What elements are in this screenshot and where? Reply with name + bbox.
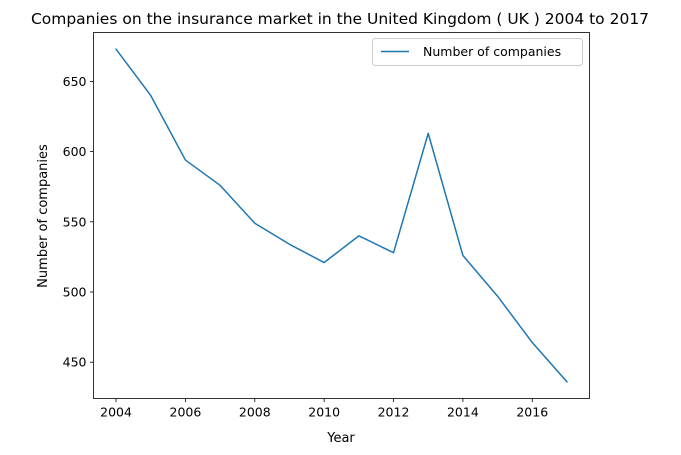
x-tick-label: 2016 [516, 405, 548, 420]
x-axis-label: Year [326, 431, 355, 446]
chart-title: Companies on the insurance market in the… [31, 10, 649, 28]
x-tick-label: 2004 [100, 405, 132, 420]
legend: Number of companies [372, 38, 583, 66]
y-tick-label: 450 [63, 355, 87, 370]
x-axis: 2004 2006 2008 2010 2012 2014 2016 [100, 398, 548, 420]
y-axis: 450 500 550 600 650 [63, 74, 94, 370]
series-line-0 [115, 48, 569, 383]
y-tick-label: 600 [63, 144, 87, 159]
legend-box [372, 38, 583, 66]
series-layer [115, 48, 569, 383]
y-tick-label: 550 [63, 214, 87, 229]
x-tick-label: 2012 [378, 405, 410, 420]
x-tick-label: 2006 [170, 405, 202, 420]
x-tick-label: 2010 [308, 405, 340, 420]
y-tick-label: 500 [63, 285, 87, 300]
x-tick-label: 2008 [239, 405, 271, 420]
y-tick-label: 650 [63, 74, 87, 89]
y-axis-label: Number of companies [36, 144, 51, 288]
plot-area [93, 32, 590, 399]
legend-label: Number of companies [423, 44, 561, 59]
x-tick-label: 2014 [447, 405, 479, 420]
